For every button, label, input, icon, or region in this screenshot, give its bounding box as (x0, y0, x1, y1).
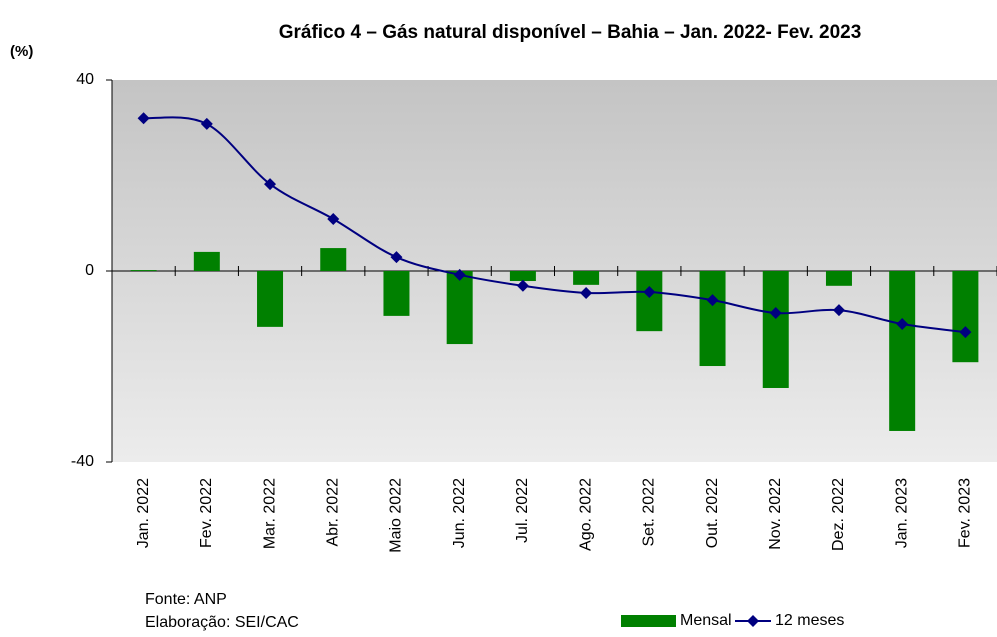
legend-swatch (747, 615, 759, 627)
x-tick-label: Maio 2022 (388, 478, 405, 553)
point (200, 117, 213, 130)
legend-label: Mensal (680, 612, 732, 629)
y-tick-label: 0 (85, 262, 94, 279)
point (516, 279, 529, 292)
x-tick-label: Ago. 2022 (577, 478, 594, 551)
chart-title: Gráfico 4 – Gás natural disponível – Bah… (279, 22, 862, 43)
point (959, 326, 972, 339)
y-tick-label: -40 (71, 453, 94, 470)
x-tick-label: Jan. 2023 (893, 478, 910, 548)
bar (573, 271, 600, 285)
legend-swatch (621, 615, 676, 627)
y-tick-label: 40 (76, 71, 94, 88)
bar (257, 271, 284, 327)
x-tick-label: Out. 2022 (704, 478, 721, 548)
bar (889, 271, 916, 431)
point (264, 178, 277, 191)
point (580, 286, 593, 299)
bar (446, 271, 473, 345)
y-axis-label: (%) (10, 43, 33, 60)
x-tick-label: Mar. 2022 (261, 478, 278, 549)
bar (130, 270, 157, 271)
bar (699, 271, 726, 367)
point (896, 318, 909, 331)
x-tick-label: Abr. 2022 (324, 478, 341, 547)
bar (825, 271, 852, 286)
bar (762, 271, 789, 388)
point (643, 286, 656, 299)
x-tick-label: Fev. 2023 (957, 478, 974, 548)
bar (193, 251, 220, 271)
point (327, 212, 340, 225)
legend-label: 12 meses (775, 612, 844, 629)
credit: Elaboração: SEI/CAC (145, 614, 299, 631)
point (706, 294, 719, 307)
source: Fonte: ANP (145, 591, 227, 608)
x-tick-label: Nov. 2022 (767, 478, 784, 550)
point (769, 307, 782, 320)
x-tick-label: Set. 2022 (641, 478, 658, 547)
x-tick-label: Dez. 2022 (830, 478, 847, 551)
x-tick-label: Fev. 2022 (198, 478, 215, 548)
bar (509, 271, 536, 282)
bar (952, 271, 979, 363)
x-tick-label: Jun. 2022 (451, 478, 468, 548)
point (832, 304, 845, 317)
point (390, 251, 403, 264)
bar (320, 248, 347, 271)
bar (636, 271, 663, 332)
x-tick-label: Jan. 2022 (135, 478, 152, 548)
point (453, 268, 466, 281)
x-tick-label: Jul. 2022 (514, 478, 531, 543)
point (137, 112, 150, 125)
bar (383, 271, 410, 316)
